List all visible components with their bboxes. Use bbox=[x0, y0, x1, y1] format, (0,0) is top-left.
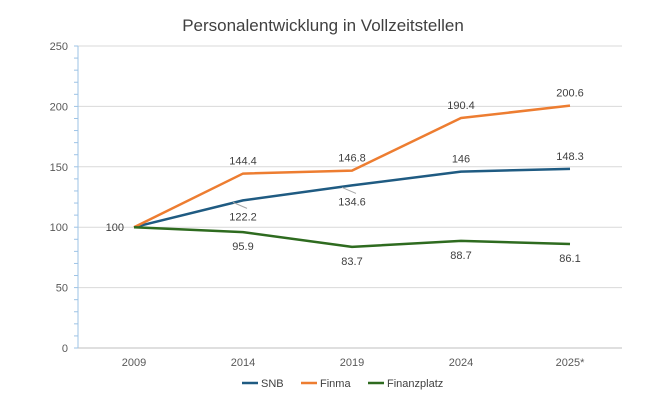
data-label: 83.7 bbox=[341, 256, 362, 268]
data-label: 95.9 bbox=[232, 241, 253, 253]
legend-label: Finma bbox=[320, 378, 351, 390]
data-label: 100 bbox=[106, 222, 124, 234]
data-label: 190.4 bbox=[447, 100, 475, 112]
x-tick-label: 2024 bbox=[449, 357, 473, 369]
data-labels: 122.2 134.6 146 148.3 144.4 146.8 190.4 200.6 10… bbox=[106, 88, 584, 268]
data-label: 146 bbox=[452, 154, 470, 166]
y-tick-label: 100 bbox=[50, 222, 68, 234]
legend-label: SNB bbox=[261, 378, 284, 390]
data-label: 122.2 bbox=[229, 211, 257, 223]
series-lines bbox=[133, 104, 571, 249]
data-label: 88.7 bbox=[450, 250, 471, 262]
data-label: 146.8 bbox=[338, 153, 366, 165]
data-label: 144.4 bbox=[229, 156, 257, 168]
x-tick-label: 2025* bbox=[556, 357, 585, 369]
y-tick-label: 50 bbox=[56, 283, 68, 295]
data-label: 200.6 bbox=[556, 88, 584, 100]
y-axis: 0 50 100 150 200 250 bbox=[50, 41, 79, 355]
y-tick-label: 150 bbox=[50, 162, 68, 174]
data-label: 148.3 bbox=[556, 151, 584, 163]
x-axis: 2009 2014 2019 2024 2025* bbox=[78, 347, 622, 369]
legend-label: Finanzplatz bbox=[387, 378, 443, 390]
gridlines bbox=[78, 45, 622, 289]
legend: SNB Finma Finanzplatz bbox=[242, 378, 443, 390]
x-tick-label: 2009 bbox=[122, 357, 146, 369]
data-label: 86.1 bbox=[559, 253, 580, 265]
x-tick-label: 2019 bbox=[340, 357, 364, 369]
y-tick-label: 0 bbox=[62, 343, 68, 355]
y-tick-label: 200 bbox=[50, 101, 68, 113]
y-tick-label: 250 bbox=[50, 41, 68, 53]
series-line-finanzplatz bbox=[133, 225, 571, 249]
chart-title: Personalentwicklung in Vollzeitstellen bbox=[182, 16, 464, 35]
series-line-finma bbox=[133, 104, 571, 229]
leader-line bbox=[341, 186, 357, 194]
data-label: 134.6 bbox=[338, 196, 366, 208]
series-line-snb bbox=[133, 167, 571, 229]
leader-line bbox=[232, 201, 248, 209]
x-tick-label: 2014 bbox=[231, 357, 255, 369]
